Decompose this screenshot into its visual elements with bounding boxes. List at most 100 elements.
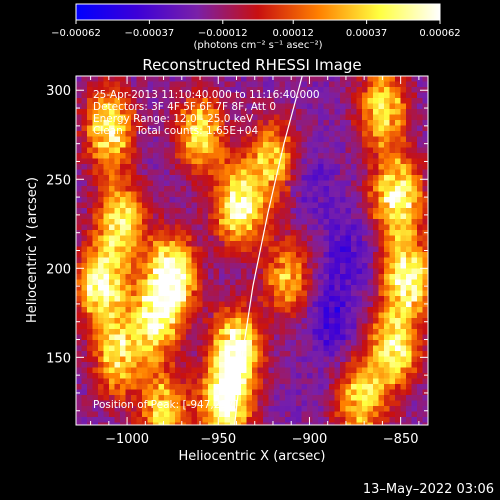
heatmap-cell <box>125 158 132 165</box>
heatmap-cell <box>296 169 303 176</box>
heatmap-cell <box>406 318 413 325</box>
heatmap-cell <box>406 263 413 270</box>
heatmap-cell <box>142 395 149 402</box>
heatmap-cell <box>230 164 237 171</box>
heatmap-cell <box>340 103 347 110</box>
heatmap-cell <box>274 109 281 116</box>
heatmap-cell <box>351 345 358 352</box>
heatmap-cell <box>142 417 149 424</box>
heatmap-cell <box>417 191 424 198</box>
heatmap-cell <box>417 301 424 308</box>
heatmap-cell <box>142 268 149 275</box>
heatmap-cell <box>263 81 270 88</box>
heatmap-cell <box>417 158 424 165</box>
heatmap-cell <box>109 219 116 226</box>
heatmap-cell <box>92 367 99 374</box>
heatmap-cell <box>367 301 374 308</box>
heatmap-cell <box>257 257 264 264</box>
heatmap-cell <box>411 224 418 231</box>
heatmap-cell <box>323 164 330 171</box>
heatmap-cell <box>378 180 385 187</box>
heatmap-cell <box>334 345 341 352</box>
heatmap-cell <box>186 114 193 121</box>
heatmap-cell <box>98 356 105 363</box>
heatmap-cell <box>389 389 396 396</box>
heatmap-cell <box>406 81 413 88</box>
heatmap-cell <box>114 307 121 314</box>
heatmap-cell <box>120 307 127 314</box>
heatmap-cell <box>158 367 165 374</box>
heatmap-cell <box>202 109 209 116</box>
heatmap-cell <box>378 136 385 143</box>
heatmap-cell <box>422 356 428 363</box>
heatmap-cell <box>340 329 347 336</box>
heatmap-cell <box>406 411 413 418</box>
heatmap-cell <box>158 120 165 127</box>
heatmap-cell <box>153 307 160 314</box>
heatmap-cell <box>120 252 127 259</box>
heatmap-cell <box>142 318 149 325</box>
heatmap-cell <box>175 334 182 341</box>
heatmap-cell <box>406 301 413 308</box>
heatmap-cell <box>175 323 182 330</box>
heatmap-cell <box>131 323 138 330</box>
heatmap-cell <box>351 301 358 308</box>
heatmap-cell <box>373 422 380 425</box>
heatmap-cell <box>395 246 402 253</box>
heatmap-cell <box>103 329 110 336</box>
heatmap-cell <box>345 120 352 127</box>
heatmap-cell <box>395 373 402 380</box>
heatmap-cell <box>103 235 110 242</box>
heatmap-cell <box>329 153 336 160</box>
heatmap-cell <box>356 274 363 281</box>
heatmap-cell <box>241 197 248 204</box>
heatmap-cell <box>362 87 369 94</box>
heatmap-cell <box>285 345 292 352</box>
heatmap-cell <box>136 290 143 297</box>
heatmap-cell <box>351 81 358 88</box>
heatmap-cell <box>356 296 363 303</box>
heatmap-cell <box>356 142 363 149</box>
heatmap-cell <box>263 400 270 407</box>
heatmap-cell <box>252 131 259 138</box>
heatmap-cell <box>290 186 297 193</box>
heatmap-cell <box>114 329 121 336</box>
heatmap-cell <box>263 142 270 149</box>
heatmap-cell <box>345 186 352 193</box>
heatmap-cell <box>318 92 325 99</box>
heatmap-cell <box>268 257 275 264</box>
heatmap-cell <box>92 301 99 308</box>
heatmap-cell <box>142 213 149 220</box>
heatmap-cell <box>125 373 132 380</box>
heatmap-cell <box>131 147 138 154</box>
heatmap-cell <box>81 356 88 363</box>
heatmap-cell <box>169 180 176 187</box>
heatmap-cell <box>378 356 385 363</box>
heatmap-cell <box>400 241 407 248</box>
heatmap-cell <box>285 406 292 413</box>
heatmap-cell <box>301 290 308 297</box>
heatmap-cell <box>367 180 374 187</box>
heatmap-cell <box>136 202 143 209</box>
heatmap-cell <box>274 356 281 363</box>
heatmap-cell <box>323 208 330 215</box>
heatmap-cell <box>257 142 264 149</box>
heatmap-cell <box>180 136 187 143</box>
heatmap-cell <box>213 169 220 176</box>
heatmap-cell <box>318 257 325 264</box>
heatmap-cell <box>296 120 303 127</box>
heatmap-cell <box>219 345 226 352</box>
heatmap-cell <box>180 351 187 358</box>
heatmap-cell <box>285 384 292 391</box>
heatmap-cell <box>213 279 220 286</box>
heatmap-cell <box>362 142 369 149</box>
heatmap-cell <box>208 263 215 270</box>
heatmap-cell <box>76 147 83 154</box>
heatmap-cell <box>318 202 325 209</box>
heatmap-cell <box>224 76 231 83</box>
heatmap-cell <box>241 301 248 308</box>
heatmap-cell <box>109 422 116 425</box>
heatmap-cell <box>114 296 121 303</box>
heatmap-cell <box>296 356 303 363</box>
heatmap-cell <box>213 323 220 330</box>
